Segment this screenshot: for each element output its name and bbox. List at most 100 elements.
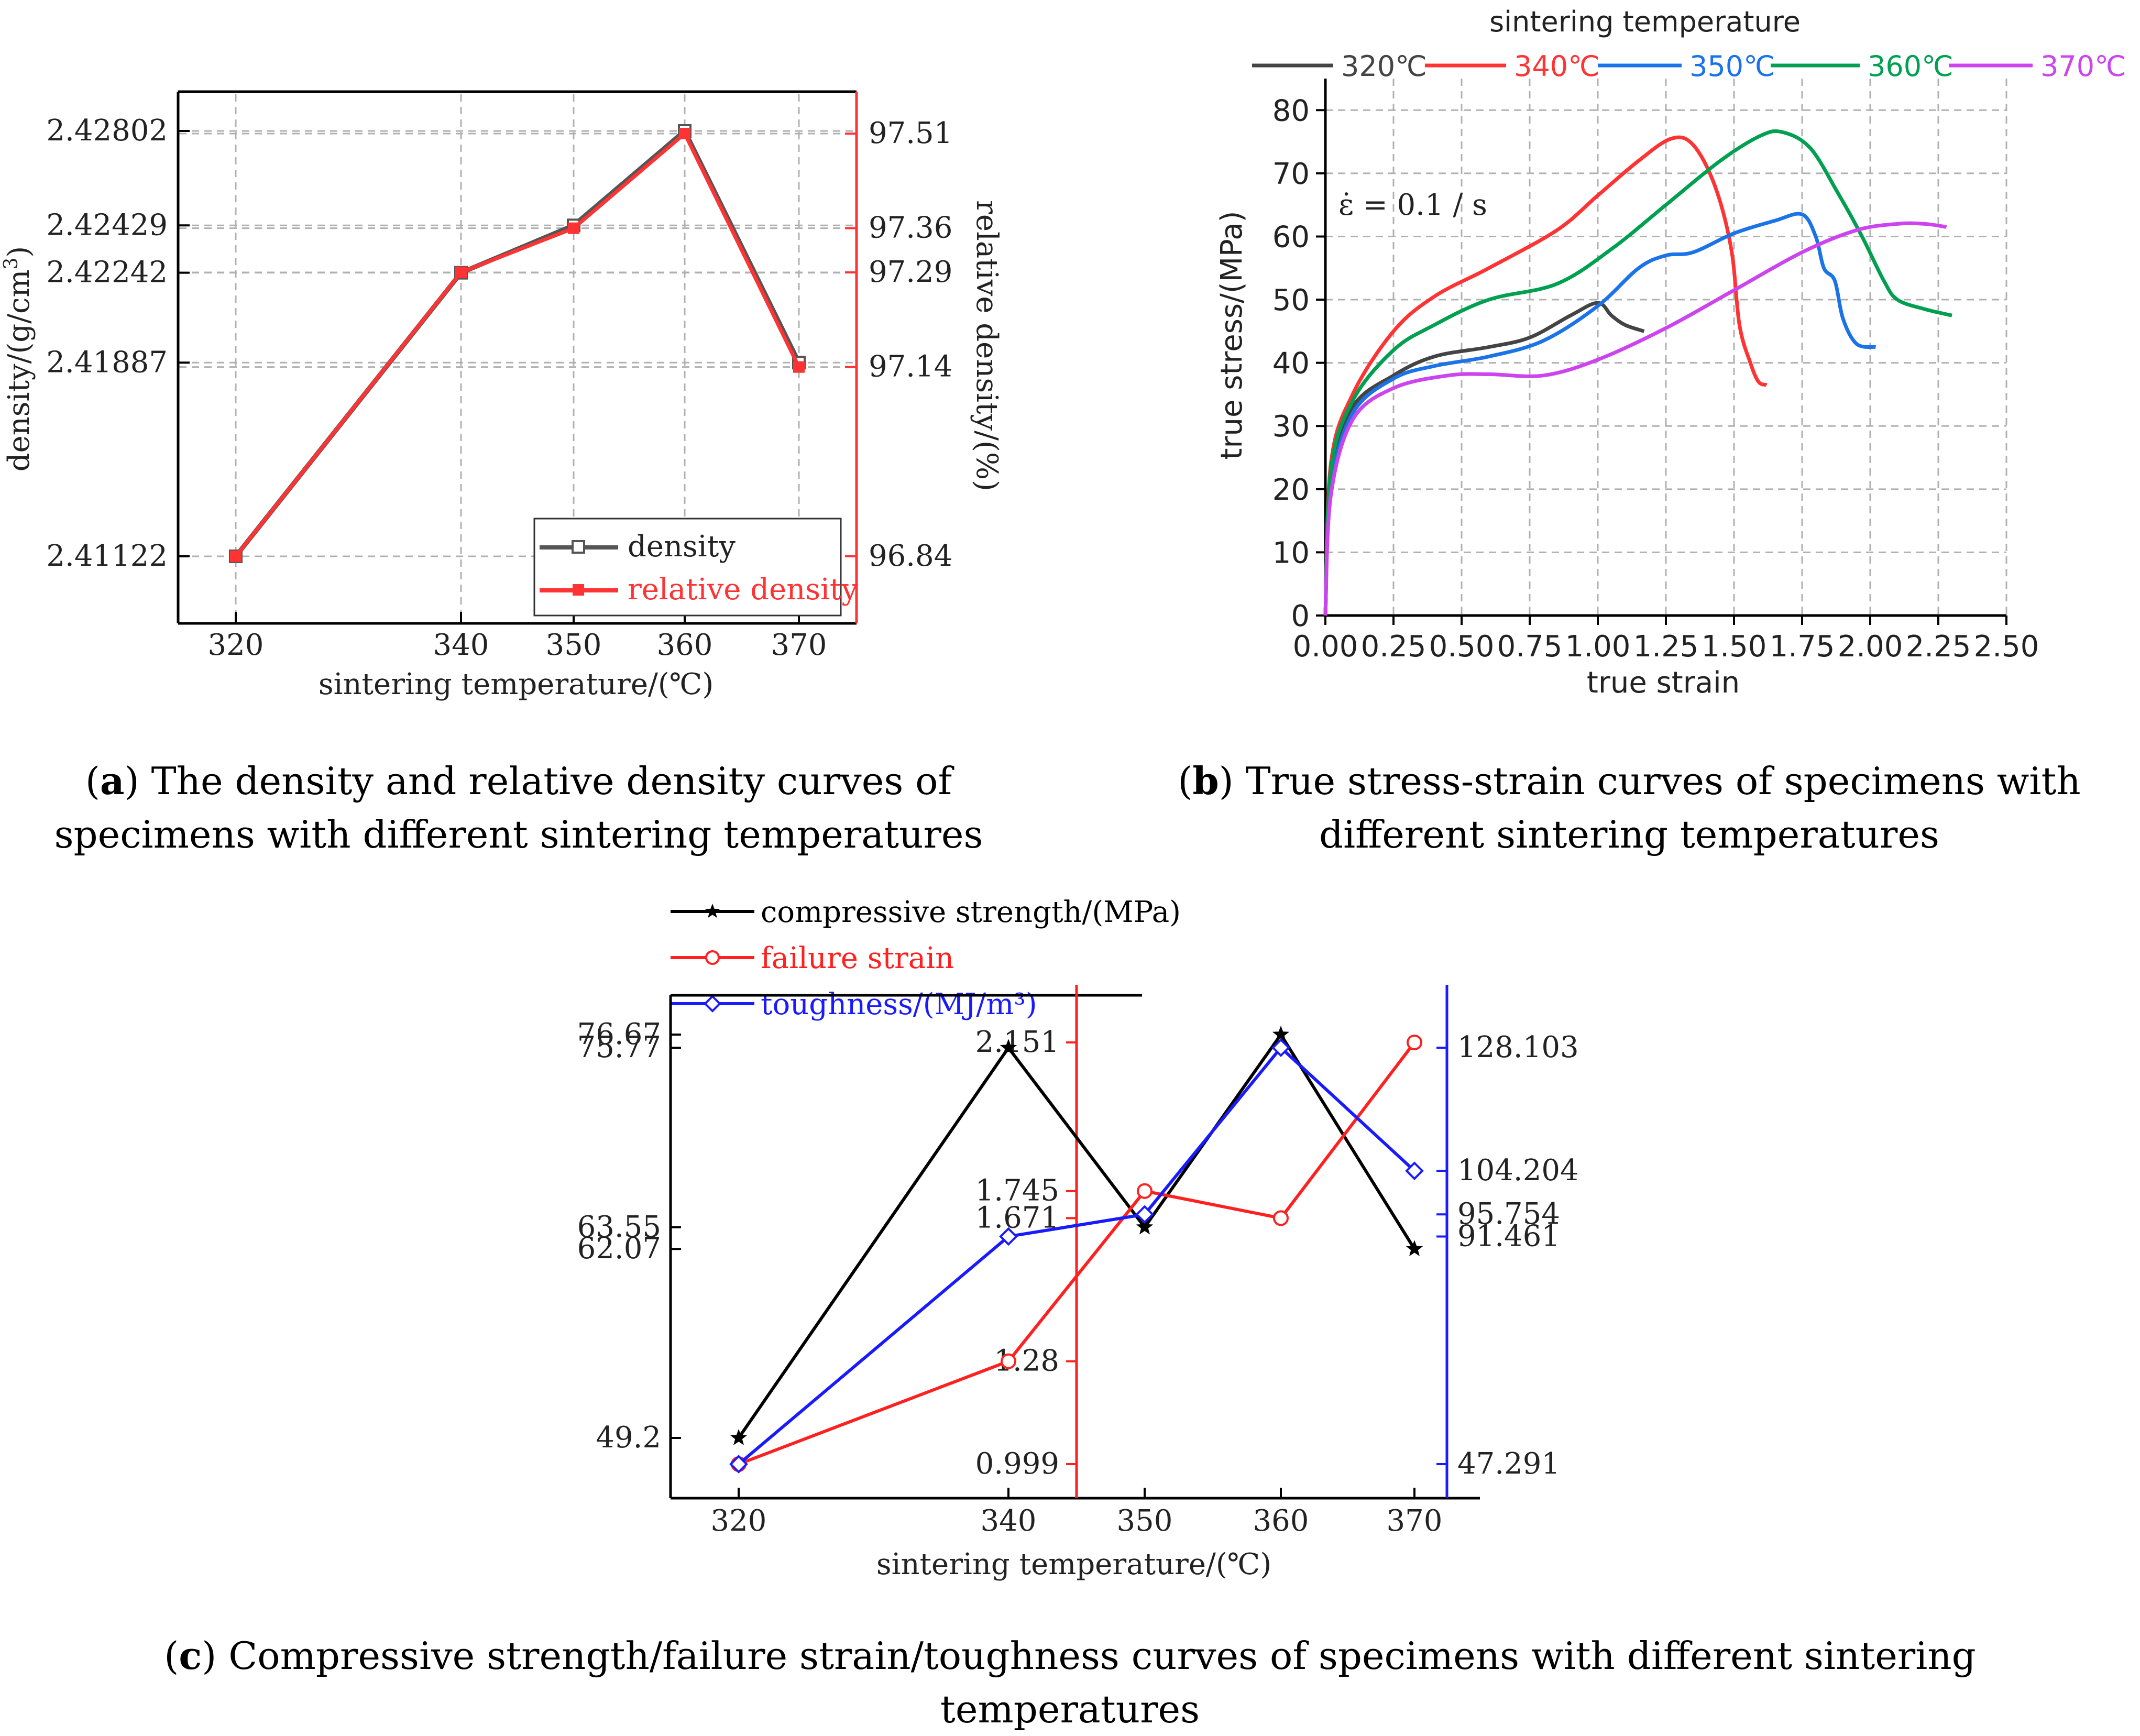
panel-a-series-relative-density-line — [234, 130, 801, 558]
caption-b-text: True stress-strain curves of specimens w… — [1245, 759, 2081, 856]
panel-b-xtick-label: 1.25 — [1633, 630, 1699, 664]
panel-c-ytick-blue-label: 104.204 — [1457, 1153, 1579, 1188]
panel-a-xtick-label: 350 — [546, 628, 602, 662]
panel-a-point-relative-density — [679, 128, 690, 139]
panel-a-xtick-label: 370 — [771, 628, 827, 662]
legend-marker-relative-density — [573, 584, 584, 596]
panel-b-legend-label-2: 340℃ — [1514, 50, 1600, 83]
panel-c-ytick-blue-label: 95.754 — [1457, 1197, 1560, 1231]
legend-label-density: density — [628, 530, 736, 564]
panel-c-ytick-red-label: 2.151 — [975, 1025, 1059, 1059]
panel-a-ytick-right-label: 97.51 — [869, 116, 952, 150]
caption-b-label: b — [1192, 759, 1219, 803]
panel-a-density-chart: 320 340 350 360 370 2.42802 2.42429 2.42242 2.41… — [1, 90, 1004, 701]
panel-b-ytick-label: 0 — [1291, 599, 1310, 633]
panel-c-point-circle — [1137, 1183, 1153, 1199]
panel-b-curve-5 — [1323, 221, 1947, 616]
panel-a-ytick-left-label: 2.42429 — [46, 208, 168, 242]
panel-a-ytick-right-label: 97.36 — [869, 211, 952, 245]
panel-a-ytick-right-label: 96.84 — [869, 539, 952, 573]
panel-c-point-star — [1136, 1218, 1154, 1235]
panel-b-ytick-label: 40 — [1272, 347, 1310, 381]
panel-b-xlabel: true strain — [1587, 666, 1740, 700]
panel-c-ytick-left-label: 76.67 — [577, 1017, 661, 1051]
panel-b-curve-2 — [1323, 135, 1768, 616]
panel-a-ylabel-left: density/(g/cm3) — [1, 246, 36, 472]
panel-a-point-relative-density — [793, 361, 805, 373]
panel-c-xtick-label: 340 — [981, 1504, 1037, 1538]
panel-b-legend-label-4: 360℃ — [1868, 50, 1954, 83]
panel-c-properties-chart: compressive strength/(MPa) failure strain… — [577, 895, 1579, 1581]
panel-b-ytick-label: 20 — [1272, 473, 1310, 507]
panel-c-point-star — [1272, 1026, 1290, 1042]
panel-c-point-diamond — [729, 1455, 748, 1474]
panel-c-legend-label-1: compressive strength/(MPa) — [761, 895, 1181, 929]
panel-c-ytick-red-label: 0.999 — [975, 1447, 1059, 1481]
panel-c-point-circle — [1407, 1035, 1422, 1050]
panel-c-legend-label-3: toughness/(MJ/m³) — [761, 987, 1037, 1021]
panel-b-curve-4 — [1323, 129, 1952, 616]
panel-a-point-relative-density — [230, 551, 242, 562]
panel-c-point-circle — [1273, 1210, 1289, 1226]
panel-a-legend-box — [533, 518, 842, 617]
panel-b-xtick-label: 2.50 — [1974, 630, 2039, 664]
panel-b-ytick-label: 80 — [1272, 94, 1310, 128]
panel-a-ytick-right-label: 97.14 — [869, 350, 952, 384]
panel-c-ytick-blue-label: 47.291 — [1457, 1447, 1560, 1481]
panel-a-ytick-left-label: 2.41122 — [46, 539, 168, 573]
panel-c-point-star — [1000, 1039, 1017, 1055]
panel-a-ytick-left-label: 2.42802 — [46, 114, 168, 148]
panel-c-xlabel: sintering temperature/(℃) — [876, 1547, 1271, 1581]
panel-b-ylabel: true stress/(MPa) — [1215, 211, 1249, 460]
panel-b-strain-rate-annotation: ε̇ = 0.1 / s — [1338, 188, 1487, 222]
panel-c-legend-label-2: failure strain — [761, 941, 954, 975]
panel-a-point-relative-density — [455, 266, 467, 278]
panel-a-ylabel-right: relative density/(%) — [970, 200, 1004, 491]
caption-a: (a) The density and relative density cur… — [54, 759, 983, 856]
panel-b-xtick-label: 2.25 — [1906, 630, 1971, 664]
panel-c-point-diamond — [999, 1227, 1018, 1246]
panel-c-ytick-left-label: 75.77 — [577, 1030, 661, 1064]
legend-marker-density — [572, 540, 585, 554]
panel-c-legend-marker-star — [705, 904, 720, 918]
panel-c-point-star — [1406, 1240, 1423, 1256]
legend-label-relative-density: relative density — [628, 573, 858, 607]
panel-a-xtick-label: 320 — [208, 628, 264, 662]
caption-c-label: c — [179, 1633, 202, 1678]
panel-b-xtick-label: 1.50 — [1702, 630, 1767, 664]
panel-b-legend-label-1: 320℃ — [1341, 50, 1427, 83]
panel-b-legend-label-5: 370℃ — [2040, 50, 2126, 83]
panel-c-ytick-left-label: 63.55 — [577, 1210, 661, 1244]
panel-b-xtick-label: 1.00 — [1565, 630, 1631, 664]
panel-b-legend-title: sintering temperature — [1489, 5, 1801, 38]
caption-b: (b) True stress-strain curves of specime… — [1178, 759, 2081, 856]
figure-canvas: 320 340 350 360 370 2.42802 2.42429 2.42242 2.41… — [1, 5, 2126, 1581]
panel-b-ytick-label: 10 — [1272, 536, 1310, 570]
panel-b-ytick-label: 60 — [1272, 220, 1310, 254]
panel-a-xlabel: sintering temperature/(℃) — [319, 667, 714, 701]
panel-c-ytick-blue-label: 91.461 — [1457, 1219, 1560, 1253]
panel-c-legend: compressive strength/(MPa) failure strain… — [671, 895, 1181, 1021]
panel-c-point-diamond — [1135, 1205, 1154, 1224]
panel-c-ytick-red-label: 1.745 — [975, 1174, 1059, 1208]
panel-a-ytick-left-label: 2.42242 — [46, 256, 168, 290]
panel-b-xtick-label: 0.00 — [1293, 630, 1358, 664]
panel-a-xtick-label: 360 — [657, 628, 713, 662]
panel-b-xtick-label: 1.75 — [1770, 630, 1835, 664]
panel-b-legend: 320℃ 340℃ 350℃ 360℃ 370℃ — [1252, 50, 2126, 83]
panel-b-curve-3 — [1323, 212, 1876, 616]
panel-c-xtick-label: 370 — [1387, 1504, 1443, 1538]
panel-b-xtick-label: 0.50 — [1429, 630, 1495, 664]
caption-a-text: The density and relative density curves … — [54, 759, 983, 856]
panel-b-curve-1 — [1323, 301, 1645, 616]
panel-c-ytick-left-label: 62.07 — [577, 1232, 661, 1266]
panel-a-ytick-left-label: 2.41887 — [46, 345, 168, 379]
panel-b-legend-label-3: 350℃ — [1689, 50, 1775, 83]
panel-b-xtick-label: 0.75 — [1497, 630, 1563, 664]
caption-c: (c) Compressive strength/failure strain/… — [164, 1633, 1976, 1731]
panel-c-ytick-blue-label: 128.103 — [1457, 1030, 1579, 1064]
panel-a-legend: density relative density — [533, 518, 858, 617]
panel-b-xtick-label: 2.00 — [1838, 630, 1903, 664]
panel-b-ytick-label: 70 — [1272, 157, 1310, 191]
panel-c-point-circle — [1001, 1353, 1016, 1369]
